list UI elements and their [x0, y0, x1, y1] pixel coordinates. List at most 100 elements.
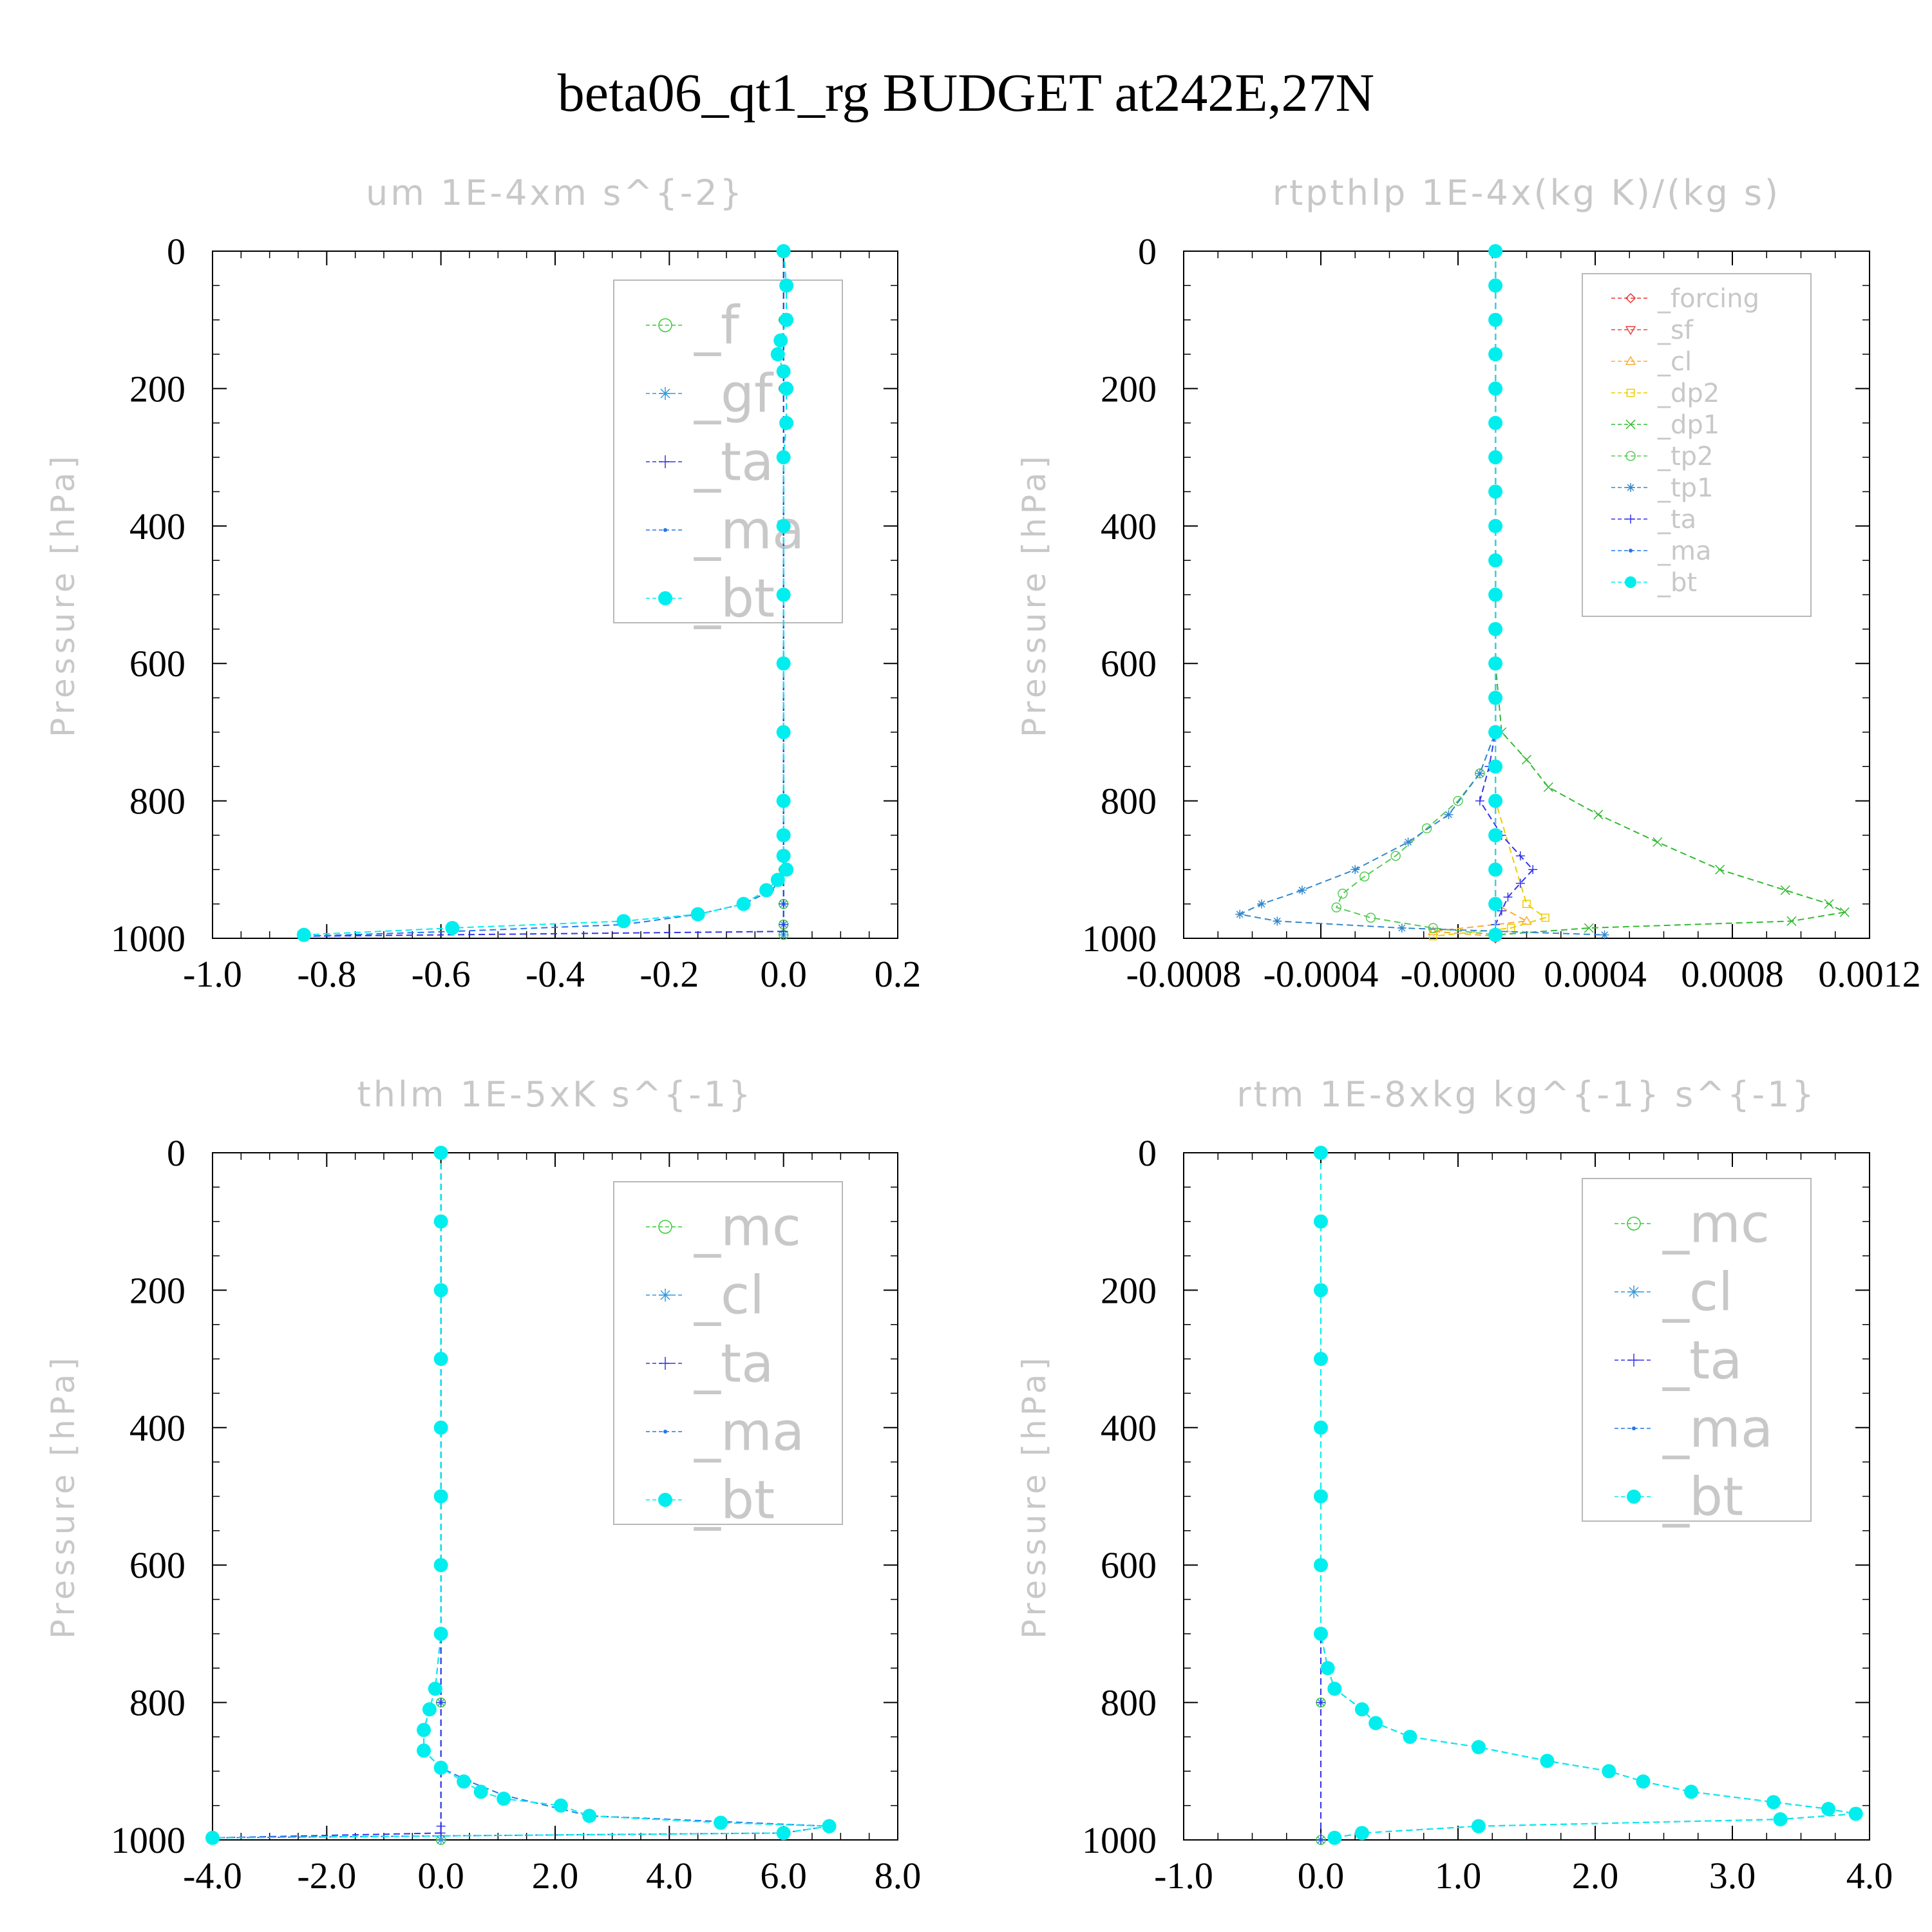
data-point	[417, 1743, 431, 1758]
legend-marker	[1625, 355, 1636, 365]
data-point	[776, 364, 791, 379]
data-point	[1257, 899, 1267, 909]
data-point	[1475, 796, 1484, 806]
x-tick-label: 0.0	[760, 953, 807, 995]
data-point	[1320, 1661, 1335, 1676]
legend-box	[1582, 273, 1812, 617]
data-point	[1715, 864, 1725, 875]
y-tick-label: 800	[1101, 1682, 1157, 1724]
legend-label: _ta	[694, 1334, 773, 1395]
y-tick-label: 400	[129, 1407, 185, 1449]
data-point	[445, 920, 460, 935]
x-tick-label: -1.0	[1154, 1855, 1213, 1897]
data-point	[1427, 925, 1439, 935]
panel-title: rtm 1E-8xkg kg^{-1} s^{-1}	[1236, 1074, 1817, 1115]
data-point	[1528, 865, 1538, 875]
x-tick-label: -0.6	[412, 953, 471, 995]
data-point	[1314, 1146, 1328, 1160]
data-point	[714, 1815, 728, 1830]
x-tick-label: 0.0004	[1544, 953, 1647, 995]
legend-marker	[663, 528, 667, 532]
series-line	[1433, 251, 1529, 937]
legend-marker	[1627, 1285, 1640, 1298]
data-point	[433, 1489, 448, 1504]
data-point	[1314, 1489, 1328, 1504]
legend: _mc _cl _ta _ma _bt	[613, 1181, 843, 1531]
legend-marker	[658, 591, 672, 605]
y-tick-label: 0	[167, 1132, 185, 1174]
data-point	[1515, 878, 1525, 888]
y-tick-label: 200	[129, 368, 185, 410]
y-tick-label: 200	[129, 1269, 185, 1311]
legend-marker	[659, 387, 672, 400]
series-bt	[296, 244, 794, 942]
legend-label: _bt	[694, 1470, 775, 1531]
data-point	[1488, 793, 1503, 808]
data-point	[497, 1791, 511, 1806]
data-point	[1488, 312, 1503, 327]
data-point	[1368, 1716, 1383, 1730]
legend-marker	[1629, 549, 1633, 553]
series-bt	[205, 1146, 837, 1845]
data-point	[776, 656, 791, 671]
data-point	[1584, 923, 1594, 933]
data-point	[776, 244, 791, 258]
x-tick-label: 4.0	[1846, 1855, 1893, 1897]
data-point	[457, 1774, 471, 1789]
y-tick-label: 600	[129, 643, 185, 685]
y-tick-label: 1000	[111, 918, 185, 960]
data-point	[1522, 900, 1531, 909]
data-point	[616, 914, 631, 929]
data-point	[422, 1702, 437, 1717]
legend-marker	[1626, 483, 1635, 492]
series-ta	[1475, 247, 1538, 940]
data-point	[1350, 865, 1360, 875]
data-point	[759, 883, 774, 898]
data-point	[1506, 923, 1515, 933]
legend-marker	[658, 318, 672, 332]
data-point	[1314, 1420, 1328, 1435]
legend-label: _ta	[694, 432, 773, 493]
data-point	[770, 347, 785, 362]
data-point	[1488, 896, 1503, 911]
y-tick-label: 400	[1101, 506, 1157, 547]
data-point	[436, 1828, 446, 1838]
data-point	[1653, 837, 1663, 848]
data-point	[1235, 909, 1245, 919]
y-axis-label: Pressure [hPa]	[44, 452, 82, 737]
data-point	[1824, 899, 1834, 909]
legend-marker	[1627, 1490, 1641, 1504]
data-point	[1314, 1352, 1328, 1367]
y-tick-label: 0	[1138, 231, 1157, 272]
data-point	[433, 1420, 448, 1435]
x-tick-label: 0.2	[875, 953, 922, 995]
data-point	[773, 333, 788, 348]
data-point	[1488, 656, 1503, 671]
data-point	[1331, 902, 1341, 913]
legend-marker	[1626, 515, 1635, 524]
x-tick-label: 2.0	[1572, 1855, 1619, 1897]
x-tick-label: -2.0	[297, 1855, 356, 1897]
legend-marker	[1625, 451, 1636, 461]
x-tick-label: -0.8	[297, 953, 356, 995]
data-point	[779, 927, 788, 936]
legend-marker	[1625, 576, 1636, 588]
data-point	[1359, 871, 1370, 882]
legend-label: _mc	[694, 1197, 801, 1258]
series-cl	[1427, 245, 1532, 940]
x-tick-label: -4.0	[183, 1855, 242, 1897]
x-tick-label: 6.0	[760, 1855, 807, 1897]
data-point	[1488, 828, 1503, 842]
data-point	[1497, 906, 1506, 916]
legend-label: _ta	[1662, 1331, 1742, 1392]
series-tp1	[1235, 247, 1609, 940]
legend: _f_gf_ta_ma_bt	[613, 279, 843, 630]
data-point	[779, 312, 794, 327]
legend-label: _tp2	[1657, 442, 1714, 471]
data-point	[1503, 892, 1513, 902]
data-point	[1786, 916, 1797, 926]
y-tick-label: 1000	[1082, 918, 1157, 960]
y-axis-label: Pressure [hPa]	[1016, 452, 1053, 737]
data-point	[1314, 1626, 1328, 1641]
data-point	[776, 450, 791, 465]
